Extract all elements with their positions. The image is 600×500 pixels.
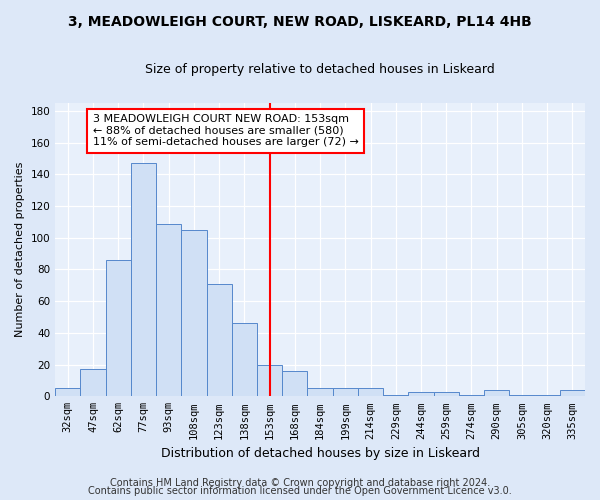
Bar [131,164,156,396]
Bar [206,284,232,397]
Bar [409,392,434,396]
Title: Size of property relative to detached houses in Liskeard: Size of property relative to detached ho… [145,62,495,76]
Bar [156,224,181,396]
Text: Contains public sector information licensed under the Open Government Licence v3: Contains public sector information licen… [88,486,512,496]
Bar [257,364,282,396]
Text: 3 MEADOWLEIGH COURT NEW ROAD: 153sqm
← 88% of detached houses are smaller (580)
: 3 MEADOWLEIGH COURT NEW ROAD: 153sqm ← 8… [93,114,359,148]
Bar [509,394,535,396]
Bar [332,388,358,396]
Text: 3, MEADOWLEIGH COURT, NEW ROAD, LISKEARD, PL14 4HB: 3, MEADOWLEIGH COURT, NEW ROAD, LISKEARD… [68,15,532,29]
Bar [307,388,332,396]
X-axis label: Distribution of detached houses by size in Liskeard: Distribution of detached houses by size … [161,447,479,460]
Bar [106,260,131,396]
Bar [80,370,106,396]
Bar [282,371,307,396]
Bar [535,394,560,396]
Bar [560,390,585,396]
Bar [55,388,80,396]
Bar [459,394,484,396]
Y-axis label: Number of detached properties: Number of detached properties [15,162,25,338]
Bar [484,390,509,396]
Text: Contains HM Land Registry data © Crown copyright and database right 2024.: Contains HM Land Registry data © Crown c… [110,478,490,488]
Bar [358,388,383,396]
Bar [434,392,459,396]
Bar [383,394,409,396]
Bar [181,230,206,396]
Bar [232,324,257,396]
